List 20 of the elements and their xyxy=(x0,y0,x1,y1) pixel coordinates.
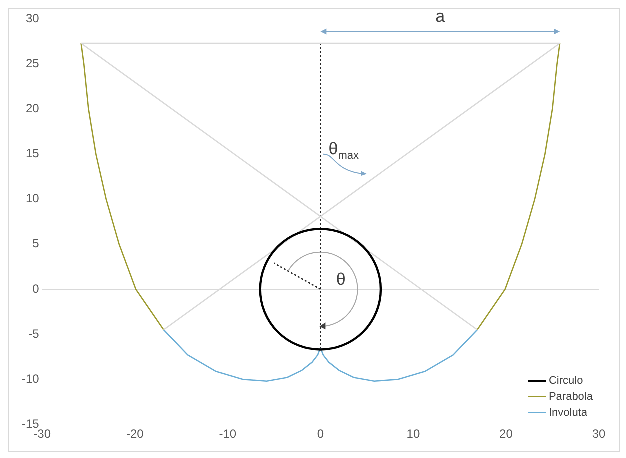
x-tick-label: -20 xyxy=(126,427,144,442)
y-tick-label: -10 xyxy=(22,372,40,386)
x-tick-label: 0 xyxy=(317,427,324,442)
y-tick-label: 5 xyxy=(32,236,40,251)
legend-label: Circulo xyxy=(548,374,584,387)
y-tick-label: 25 xyxy=(26,56,40,71)
x-tick-label: 30 xyxy=(592,427,606,442)
legend-label: Involuta xyxy=(548,406,588,419)
legend-label: Parabola xyxy=(548,390,593,403)
y-tick-label: 0 xyxy=(32,282,40,296)
y-tick-label: 20 xyxy=(26,102,40,116)
y-tick-label: 10 xyxy=(26,192,40,206)
annotation: θ xyxy=(336,270,346,290)
y-tick-label: 30 xyxy=(26,12,40,26)
annotation: a xyxy=(436,7,446,26)
x-tick-label: 10 xyxy=(406,427,420,442)
x-tick-label: 20 xyxy=(500,427,514,442)
y-tick-label: -5 xyxy=(28,326,40,341)
y-tick-label: 15 xyxy=(26,146,40,161)
x-tick-label: -10 xyxy=(219,427,237,442)
